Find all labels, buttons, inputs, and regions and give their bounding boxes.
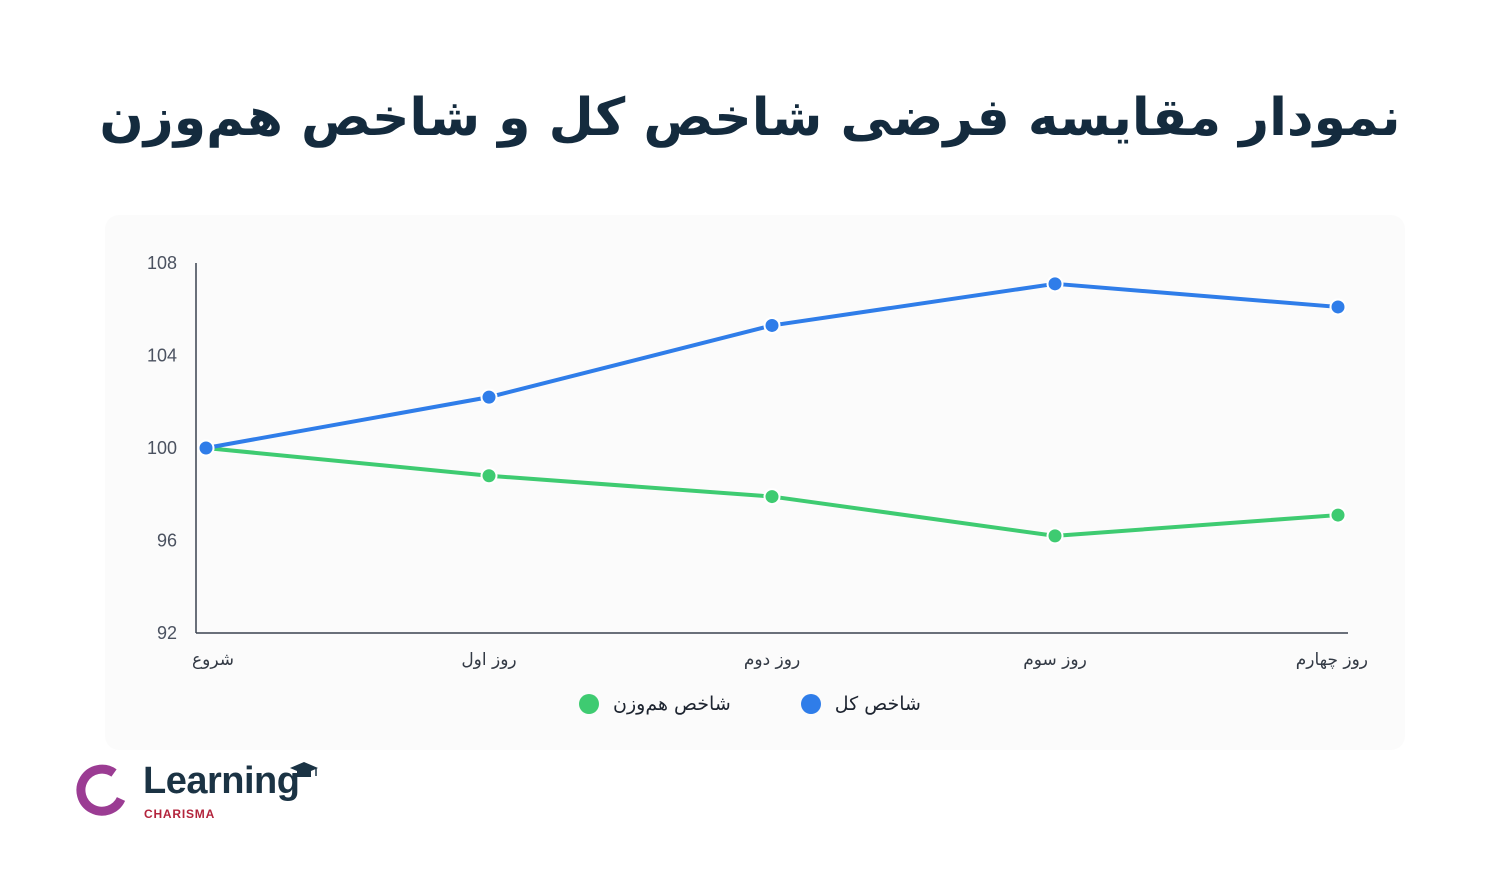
x-tick-label: روز چهارم	[1296, 650, 1368, 670]
chart-panel	[105, 215, 1405, 750]
data-point	[763, 488, 781, 506]
y-tick-label: 100	[147, 438, 177, 458]
legend-label: شاخص هم‌وزن	[613, 693, 731, 715]
legend-swatch	[800, 694, 821, 714]
learning-charisma-logo: Learning CHARISMA	[74, 758, 334, 828]
y-tick-label: 104	[147, 346, 177, 366]
series-line	[204, 281, 1340, 450]
x-tick-label: روز اول	[461, 650, 516, 670]
x-tick-label: روز سوم	[1023, 650, 1087, 670]
legend-item: شاخص هم‌وزن	[579, 693, 731, 715]
data-point	[763, 316, 781, 334]
data-point	[1329, 298, 1347, 316]
x-tick-label: روز دوم	[744, 650, 800, 670]
logo-brand-subtitle: CHARISMA	[144, 807, 216, 821]
y-tick-label: 96	[157, 531, 177, 551]
y-tick-label: 108	[147, 253, 177, 273]
legend-item: شاخص کل	[800, 693, 921, 715]
legend-swatch	[579, 694, 600, 714]
y-tick-label: 92	[157, 623, 177, 643]
chart-title: نمودار مقایسه فرضی شاخص کل و شاخص هم‌وزن	[99, 88, 1401, 148]
logo-brand-name: Learning	[143, 760, 300, 802]
data-point	[1329, 506, 1347, 524]
data-point	[1046, 275, 1064, 293]
graduation-cap-icon	[290, 762, 318, 777]
data-point	[480, 388, 498, 406]
legend-label: شاخص کل	[834, 693, 921, 715]
x-tick-label: شروع	[192, 650, 234, 670]
data-point	[197, 439, 215, 457]
logo-ring-icon	[76, 764, 126, 816]
legend: شاخص هم‌وزن شاخص کل	[0, 693, 1500, 715]
data-point	[1046, 527, 1064, 545]
data-point	[480, 467, 498, 485]
